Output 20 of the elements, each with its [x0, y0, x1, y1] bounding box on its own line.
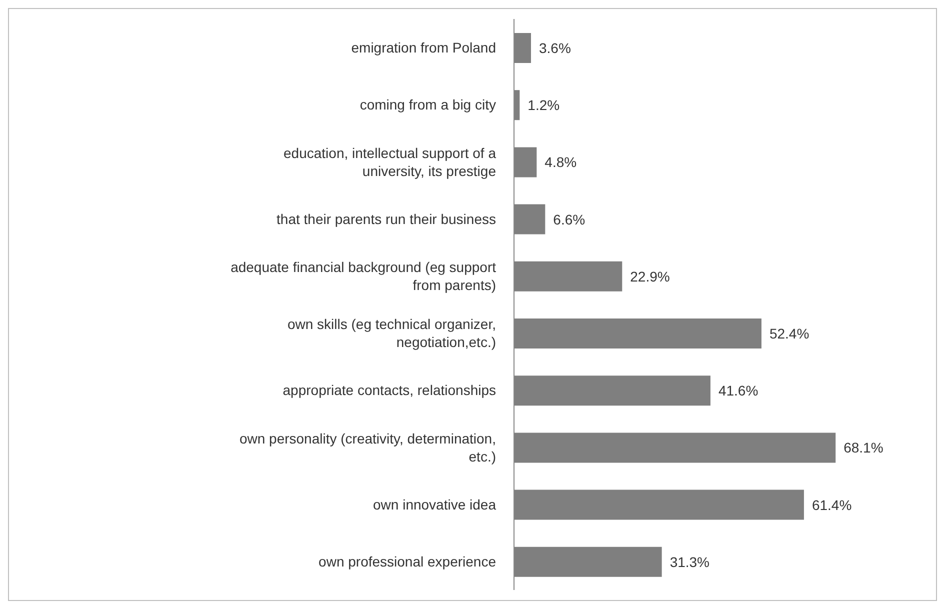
data-label: 41.6% — [718, 382, 758, 399]
y-tick-label: own personality (creativity, determination, etc.) — [239, 430, 496, 464]
y-tick-label: education, intellectual support of a university, its prestige — [284, 144, 496, 179]
y-tick-label: appropriate contacts, relationships — [282, 382, 496, 398]
data-label: 52.4% — [769, 326, 810, 342]
y-tick-label: emigration from Poland — [351, 40, 496, 56]
y-tick-label: own skills (eg technical organizer, negotiation,etc.) — [287, 316, 496, 350]
data-label: 4.8% — [544, 154, 577, 170]
data-label: 61.4% — [812, 496, 852, 513]
y-tick-label: own innovative idea — [373, 496, 496, 512]
y-tick-label: coming from a big city — [360, 96, 496, 113]
data-label: 3.6% — [539, 40, 571, 56]
data-label: 31.3% — [670, 554, 710, 570]
y-tick-label: own professional experience — [318, 553, 496, 570]
data-label: 6.6% — [553, 211, 586, 228]
y-tick-label: adequate financial background (eg support from parents) — [230, 258, 496, 293]
data-label: 1.2% — [528, 97, 560, 114]
data-label: 22.9% — [630, 268, 670, 284]
y-tick-label: that their parents run their business — [276, 210, 496, 227]
data-label: 68.1% — [844, 440, 884, 456]
